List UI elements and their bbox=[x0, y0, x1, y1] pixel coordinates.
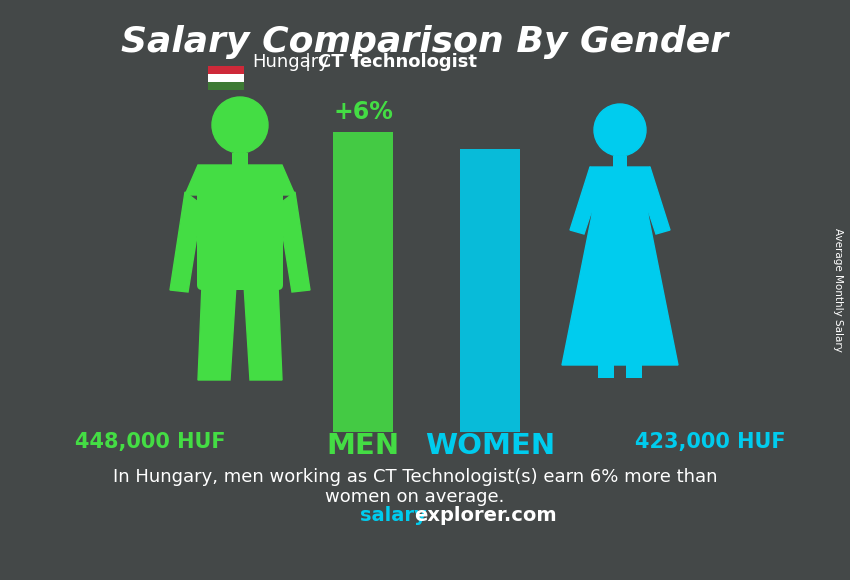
FancyBboxPatch shape bbox=[208, 82, 244, 90]
FancyBboxPatch shape bbox=[626, 365, 642, 378]
Polygon shape bbox=[278, 192, 310, 292]
Polygon shape bbox=[244, 285, 282, 380]
Text: CT Technologist: CT Technologist bbox=[318, 53, 477, 71]
FancyBboxPatch shape bbox=[333, 132, 393, 432]
Text: |: | bbox=[305, 53, 311, 71]
Text: salary: salary bbox=[360, 506, 427, 525]
FancyBboxPatch shape bbox=[232, 153, 248, 165]
Text: Average Monthly Salary: Average Monthly Salary bbox=[833, 228, 843, 352]
Circle shape bbox=[594, 104, 646, 156]
FancyBboxPatch shape bbox=[598, 365, 614, 378]
Polygon shape bbox=[185, 165, 295, 195]
FancyBboxPatch shape bbox=[197, 190, 283, 290]
Text: In Hungary, men working as CT Technologist(s) earn 6% more than: In Hungary, men working as CT Technologi… bbox=[113, 468, 717, 486]
Text: MEN: MEN bbox=[326, 432, 400, 460]
Polygon shape bbox=[570, 167, 602, 234]
Text: WOMEN: WOMEN bbox=[425, 432, 555, 460]
FancyBboxPatch shape bbox=[613, 156, 627, 167]
Text: Hungary: Hungary bbox=[252, 53, 329, 71]
Polygon shape bbox=[170, 192, 202, 292]
Circle shape bbox=[212, 97, 268, 153]
FancyBboxPatch shape bbox=[208, 74, 244, 82]
FancyBboxPatch shape bbox=[208, 66, 244, 74]
Text: Salary Comparison By Gender: Salary Comparison By Gender bbox=[122, 25, 728, 59]
Polygon shape bbox=[590, 167, 650, 215]
Text: +6%: +6% bbox=[333, 100, 393, 124]
Polygon shape bbox=[638, 167, 670, 234]
Polygon shape bbox=[562, 215, 678, 365]
Text: 448,000 HUF: 448,000 HUF bbox=[75, 432, 225, 452]
FancyBboxPatch shape bbox=[460, 148, 520, 432]
Text: explorer.com: explorer.com bbox=[414, 506, 557, 525]
Text: women on average.: women on average. bbox=[326, 488, 505, 506]
Polygon shape bbox=[198, 285, 236, 380]
Text: 423,000 HUF: 423,000 HUF bbox=[635, 432, 785, 452]
